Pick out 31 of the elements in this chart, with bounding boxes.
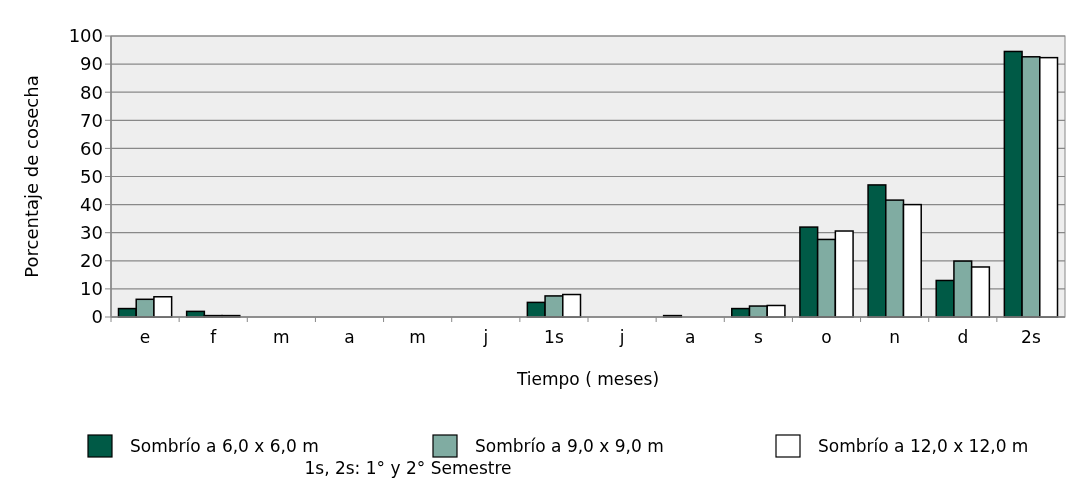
x-tick-label: o [821, 327, 832, 347]
x-tick-label: a [685, 327, 696, 347]
x-tick-label: s [753, 327, 763, 347]
y-tick-label: 10 [80, 278, 103, 300]
x-tick-label: f [210, 327, 218, 347]
y-tick-label: 80 [80, 81, 103, 103]
x-tick-label: j [618, 327, 625, 347]
y-axis-title: Porcentaje de cosecha [21, 75, 42, 278]
y-tick-label: 90 [80, 53, 103, 75]
x-tick-label: j [482, 327, 489, 347]
y-tick-label: 70 [80, 109, 103, 131]
y-tick-label: 50 [80, 165, 103, 187]
x-tick-label: e [139, 327, 151, 347]
x-axis-title: Tiempo ( meses) [515, 369, 660, 389]
text: 1s, 2s: 1° y 2° Semestre [304, 458, 512, 478]
legend-label: Sombrío a 6,0 x 6,0 m [130, 435, 319, 456]
y-tick-label: 30 [80, 222, 103, 243]
y-tick-label: 40 [80, 193, 103, 215]
x-tick-label: d [957, 327, 969, 347]
x-tick-label: 2s [1021, 327, 1041, 347]
legend-label: Sombrío a 12,0 x 12,0 m [818, 435, 1029, 456]
x-tick-label: a [344, 327, 355, 347]
y-tick-label: 20 [80, 250, 103, 272]
y-tick-label: 0 [91, 306, 103, 328]
x-tick-label: 1s [544, 327, 564, 347]
y-tick-label: 100 [68, 25, 103, 47]
x-tick-label: n [889, 327, 901, 347]
x-tick-label: m [273, 327, 290, 347]
legend-label: Sombrío a 9,0 x 9,0 m [475, 435, 664, 456]
y-tick-label: 60 [80, 137, 103, 159]
x-tick-label: m [409, 327, 426, 347]
